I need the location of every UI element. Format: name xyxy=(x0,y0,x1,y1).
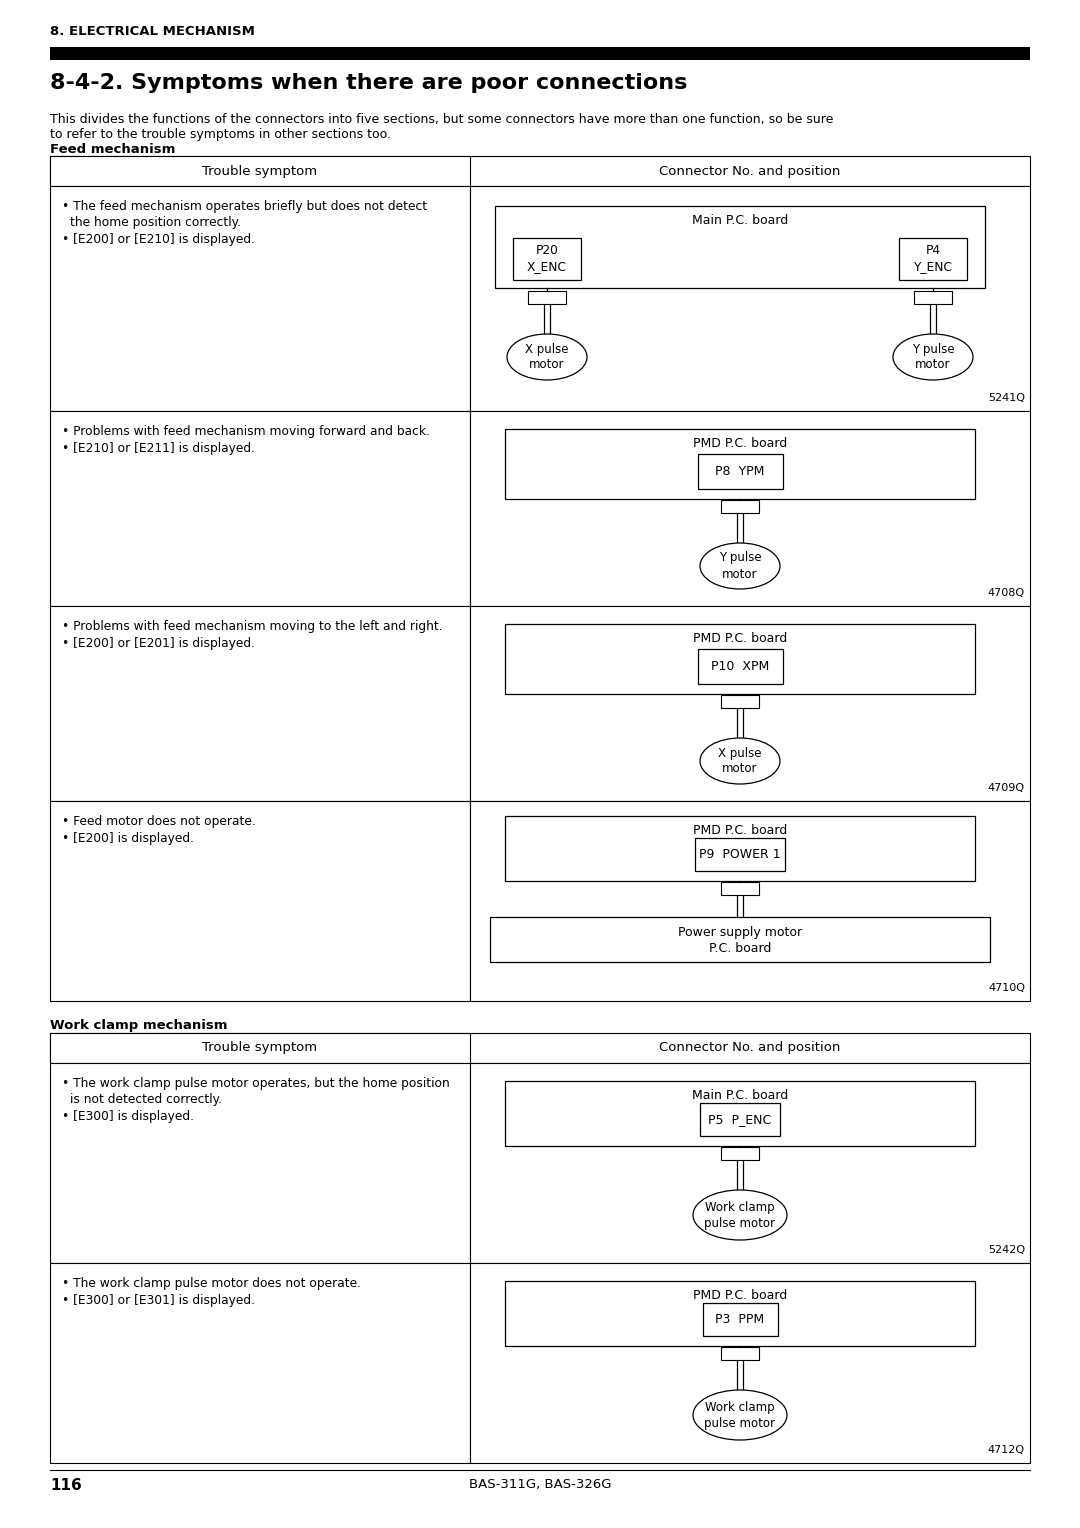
Bar xyxy=(721,1148,759,1160)
Text: 5241Q: 5241Q xyxy=(988,393,1025,403)
Text: 8. ELECTRICAL MECHANISM: 8. ELECTRICAL MECHANISM xyxy=(50,24,255,38)
Text: Main P.C. board: Main P.C. board xyxy=(692,214,788,228)
Ellipse shape xyxy=(507,335,588,380)
Bar xyxy=(470,1063,1030,1264)
Text: P10  XPM: P10 XPM xyxy=(711,660,769,672)
Text: • [E200] or [E210] is displayed.: • [E200] or [E210] is displayed. xyxy=(62,232,255,246)
Text: 5242Q: 5242Q xyxy=(988,1245,1025,1254)
Text: P9  POWER 1: P9 POWER 1 xyxy=(699,848,781,860)
Text: This divides the functions of the connectors into five sections, but some connec: This divides the functions of the connec… xyxy=(50,113,834,125)
Bar xyxy=(698,454,783,489)
Text: • The work clamp pulse motor does not operate.: • The work clamp pulse motor does not op… xyxy=(62,1277,361,1290)
Text: • [E210] or [E211] is displayed.: • [E210] or [E211] is displayed. xyxy=(62,442,255,455)
Bar xyxy=(50,1033,470,1063)
Bar xyxy=(721,1348,759,1360)
Text: 4709Q: 4709Q xyxy=(988,782,1025,793)
Bar xyxy=(495,206,985,287)
Text: P.C. board: P.C. board xyxy=(708,941,771,955)
Bar xyxy=(698,649,783,685)
Bar xyxy=(700,1103,780,1135)
Ellipse shape xyxy=(700,542,780,588)
Text: is not detected correctly.: is not detected correctly. xyxy=(70,1093,222,1106)
Ellipse shape xyxy=(893,335,973,380)
Text: Y pulse
motor: Y pulse motor xyxy=(718,552,761,581)
Text: 8-4-2. Symptoms when there are poor connections: 8-4-2. Symptoms when there are poor conn… xyxy=(50,73,687,93)
Bar xyxy=(50,186,470,411)
Text: Work clamp
pulse motor: Work clamp pulse motor xyxy=(704,1201,775,1230)
Text: Trouble symptom: Trouble symptom xyxy=(202,165,318,177)
Bar xyxy=(50,47,1030,60)
Text: Main P.C. board: Main P.C. board xyxy=(692,1089,788,1102)
Ellipse shape xyxy=(700,738,780,784)
Text: Trouble symptom: Trouble symptom xyxy=(202,1042,318,1054)
Bar xyxy=(50,411,470,607)
Text: P3  PPM: P3 PPM xyxy=(715,1313,765,1326)
Bar xyxy=(702,1303,778,1335)
Text: P20
X_ENC: P20 X_ENC xyxy=(527,244,567,274)
Text: PMD P.C. board: PMD P.C. board xyxy=(693,437,787,451)
Text: Power supply motor: Power supply motor xyxy=(678,926,802,940)
Bar xyxy=(470,607,1030,801)
Bar xyxy=(505,1080,975,1146)
Text: • Problems with feed mechanism moving to the left and right.: • Problems with feed mechanism moving to… xyxy=(62,620,443,633)
Bar xyxy=(528,290,566,304)
Bar xyxy=(513,238,581,280)
Bar xyxy=(470,411,1030,607)
Text: Connector No. and position: Connector No. and position xyxy=(659,1042,840,1054)
Bar xyxy=(50,607,470,801)
Text: • The feed mechanism operates briefly but does not detect: • The feed mechanism operates briefly bu… xyxy=(62,200,427,212)
Bar xyxy=(50,1033,1030,1063)
Text: 4710Q: 4710Q xyxy=(988,983,1025,993)
Text: 4712Q: 4712Q xyxy=(988,1445,1025,1455)
Text: to refer to the trouble symptoms in other sections too.: to refer to the trouble symptoms in othe… xyxy=(50,128,391,141)
Bar xyxy=(470,186,1030,411)
Text: Work clamp
pulse motor: Work clamp pulse motor xyxy=(704,1401,775,1430)
Bar xyxy=(505,623,975,694)
Ellipse shape xyxy=(693,1190,787,1241)
Bar xyxy=(50,156,470,186)
Text: • [E300] or [E301] is displayed.: • [E300] or [E301] is displayed. xyxy=(62,1294,255,1306)
Text: P4
Y_ENC: P4 Y_ENC xyxy=(914,244,953,274)
Bar xyxy=(490,917,990,963)
Text: • [E200] is displayed.: • [E200] is displayed. xyxy=(62,833,194,845)
Text: Work clamp mechanism: Work clamp mechanism xyxy=(50,1019,228,1031)
Text: Feed mechanism: Feed mechanism xyxy=(50,144,175,156)
Bar xyxy=(50,156,1030,186)
Bar xyxy=(899,238,967,280)
Text: PMD P.C. board: PMD P.C. board xyxy=(693,1290,787,1302)
Text: the home position correctly.: the home position correctly. xyxy=(70,215,241,229)
Text: • [E300] is displayed.: • [E300] is displayed. xyxy=(62,1109,194,1123)
Text: P8  YPM: P8 YPM xyxy=(715,465,765,478)
Text: 4708Q: 4708Q xyxy=(988,588,1025,597)
Bar xyxy=(721,882,759,895)
Bar xyxy=(505,429,975,500)
Bar xyxy=(721,500,759,513)
Text: • Problems with feed mechanism moving forward and back.: • Problems with feed mechanism moving fo… xyxy=(62,425,430,439)
Text: PMD P.C. board: PMD P.C. board xyxy=(693,824,787,837)
Bar xyxy=(914,290,951,304)
Bar xyxy=(505,1280,975,1346)
Text: • The work clamp pulse motor operates, but the home position: • The work clamp pulse motor operates, b… xyxy=(62,1077,449,1089)
Ellipse shape xyxy=(693,1390,787,1439)
Text: X pulse
motor: X pulse motor xyxy=(525,342,569,371)
Bar xyxy=(721,695,759,707)
Bar xyxy=(696,837,785,871)
Text: • Feed motor does not operate.: • Feed motor does not operate. xyxy=(62,814,256,828)
Text: P5  P_ENC: P5 P_ENC xyxy=(708,1112,771,1126)
Text: PMD P.C. board: PMD P.C. board xyxy=(693,633,787,645)
Bar xyxy=(50,1264,470,1462)
Text: Connector No. and position: Connector No. and position xyxy=(659,165,840,177)
Bar xyxy=(50,801,470,1001)
Text: BAS-311G, BAS-326G: BAS-311G, BAS-326G xyxy=(469,1478,611,1491)
Text: 116: 116 xyxy=(50,1478,82,1493)
Bar xyxy=(50,1063,470,1264)
Text: Y pulse
motor: Y pulse motor xyxy=(912,342,955,371)
Bar xyxy=(470,1264,1030,1462)
Bar xyxy=(470,801,1030,1001)
Bar xyxy=(505,816,975,882)
Text: • [E200] or [E201] is displayed.: • [E200] or [E201] is displayed. xyxy=(62,637,255,649)
Text: X pulse
motor: X pulse motor xyxy=(718,747,761,776)
